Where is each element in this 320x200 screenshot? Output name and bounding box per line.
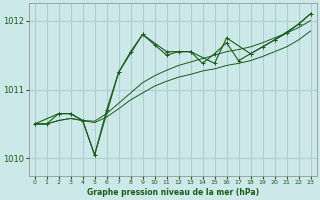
- X-axis label: Graphe pression niveau de la mer (hPa): Graphe pression niveau de la mer (hPa): [86, 188, 259, 197]
